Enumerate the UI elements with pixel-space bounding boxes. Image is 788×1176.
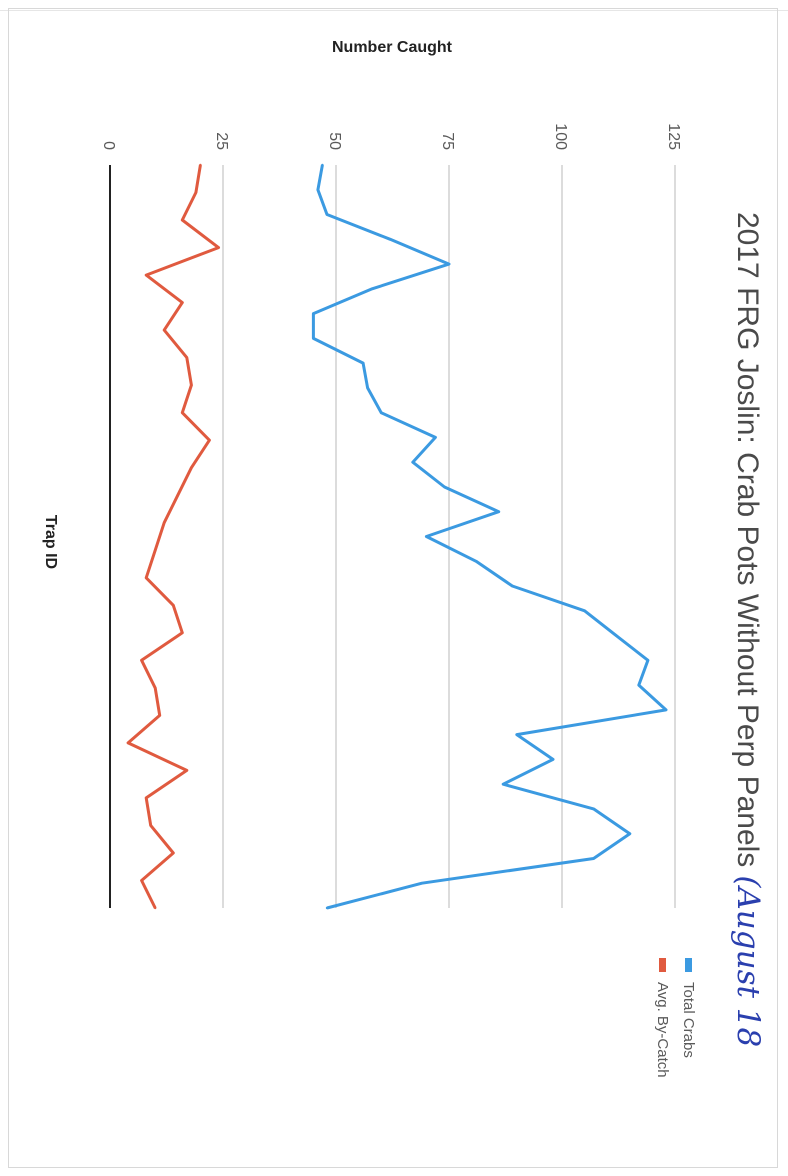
data-point (592, 857, 595, 860)
y-tick-label: 50 (326, 132, 343, 150)
data-point (190, 466, 193, 469)
y-tick-label: 0 (100, 141, 117, 150)
data-point (614, 634, 618, 637)
data-point (474, 560, 478, 563)
data-point (551, 758, 555, 761)
data-point (145, 796, 148, 800)
x-axis-label: Trap ID (42, 515, 59, 569)
data-point (185, 769, 188, 772)
data-point (628, 832, 631, 835)
data-point (154, 549, 157, 552)
series-line-total-crabs (311, 164, 668, 910)
data-point (389, 238, 392, 241)
data-point (425, 535, 428, 538)
data-point (190, 383, 193, 387)
data-point (411, 461, 414, 464)
data-point (366, 386, 369, 390)
data-point (163, 328, 166, 332)
series-group (126, 163, 668, 910)
data-point (185, 356, 188, 359)
gridlines (109, 165, 676, 908)
data-point (434, 436, 437, 439)
legend: Total Crabs Avg. By-Catch (650, 958, 702, 1078)
legend-label-total-crabs: Total Crabs (680, 982, 698, 1058)
data-point (194, 191, 198, 194)
data-point (158, 714, 161, 717)
legend-item-avg-by-catch: Avg. By-Catch (650, 958, 676, 1078)
data-point (149, 824, 152, 827)
data-point (316, 188, 320, 192)
data-point (646, 659, 650, 662)
legend-swatch-avg-by-catch (659, 958, 667, 972)
data-point (140, 659, 143, 662)
data-point (443, 485, 446, 489)
data-point (172, 851, 175, 855)
data-point (126, 741, 130, 745)
data-point (154, 686, 157, 690)
data-point (325, 213, 329, 216)
data-point (208, 439, 211, 442)
y-tick-label: 75 (439, 132, 456, 150)
legend-item-total-crabs: Total Crabs (676, 958, 702, 1078)
data-point (325, 906, 329, 910)
data-point (511, 584, 514, 588)
data-point (664, 708, 668, 712)
data-point (447, 262, 451, 266)
data-point (217, 246, 220, 249)
data-point (420, 882, 424, 885)
data-point (497, 510, 500, 513)
data-point (154, 906, 157, 910)
series-line-avg-by-catch (126, 164, 220, 909)
data-point (515, 733, 518, 736)
data-point (312, 337, 315, 340)
data-point (181, 631, 184, 634)
data-point (181, 411, 184, 414)
y-tick-label: 125 (665, 123, 682, 150)
scan-top-strip (0, 0, 788, 11)
data-point (176, 494, 179, 497)
data-point (637, 683, 640, 687)
data-point (583, 609, 586, 612)
data-point (592, 807, 595, 811)
data-point (181, 301, 184, 304)
data-point (181, 218, 184, 222)
data-point (502, 783, 505, 786)
data-point (145, 273, 148, 277)
legend-swatch-total-crabs (685, 958, 693, 972)
y-axis-ticks: 0 25 50 75 100 125 (100, 123, 682, 150)
data-point (321, 163, 324, 167)
data-point (145, 576, 148, 579)
legend-label-avg-by-catch: Avg. By-Catch (654, 982, 672, 1078)
data-point (371, 287, 374, 290)
data-point (199, 163, 202, 167)
y-axis-label: Number Caught (332, 39, 453, 56)
y-tick-label: 100 (552, 123, 569, 150)
data-point (312, 312, 315, 315)
data-point (380, 411, 383, 414)
y-tick-label: 25 (213, 132, 230, 150)
data-point (140, 879, 143, 882)
page-border (8, 8, 778, 1168)
data-point (361, 361, 365, 365)
data-point (172, 604, 175, 607)
data-point (163, 521, 166, 524)
